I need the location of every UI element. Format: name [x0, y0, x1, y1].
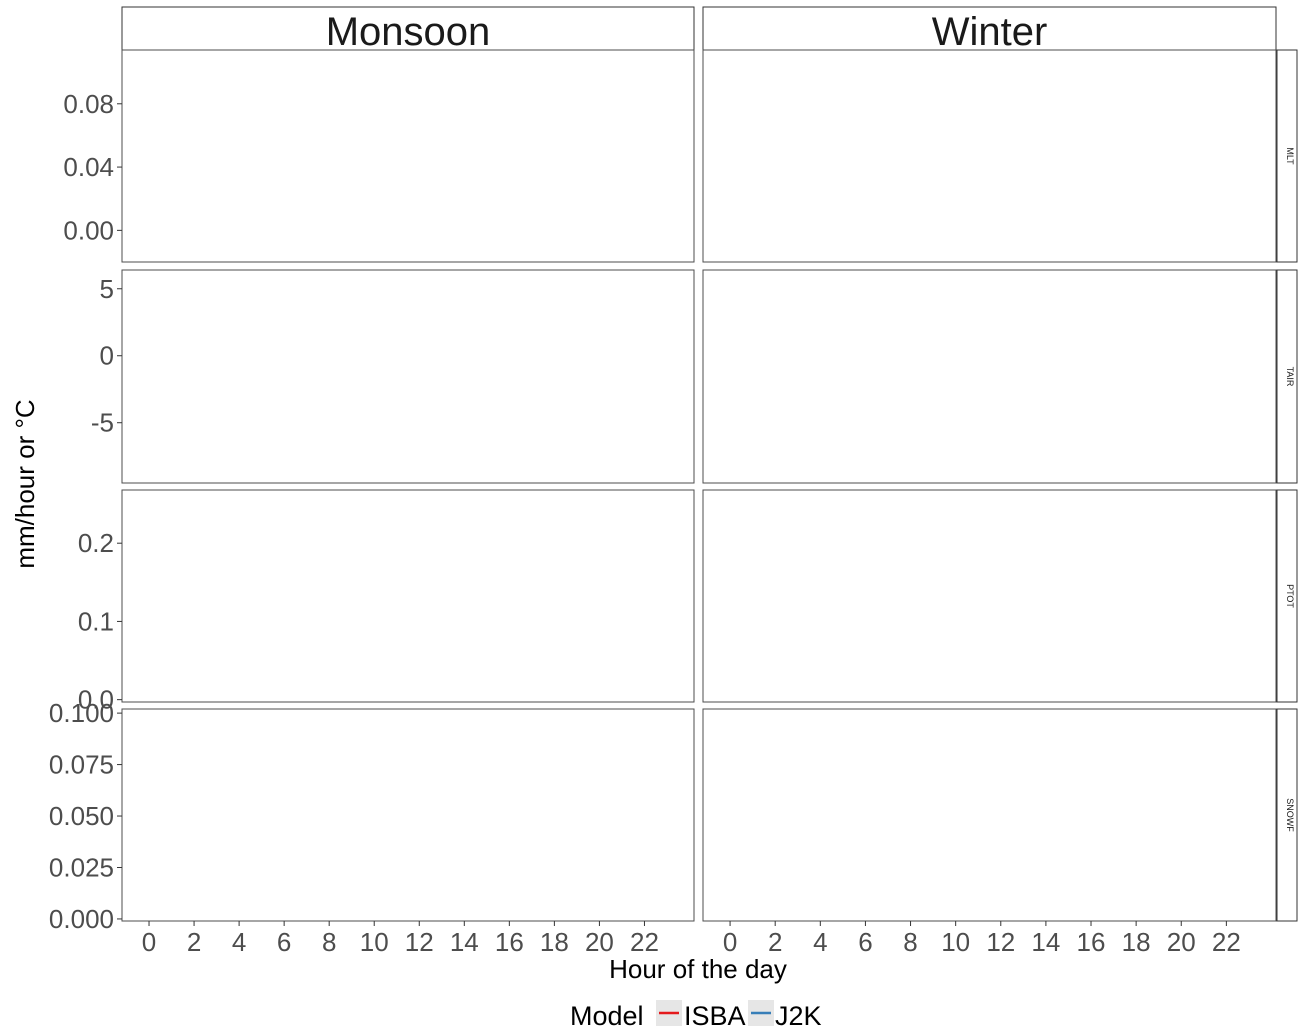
x-tick-label: 14 [1031, 927, 1060, 957]
x-axis-title: Hour of the day [609, 954, 787, 984]
x-tick-label: 20 [585, 927, 614, 957]
row-label-snowf: SNOWF [1285, 798, 1295, 832]
panel-snowf-winter: 0 2 4 6 8 10 12 14 16 18 20 22 [702, 708, 1277, 957]
panel-border [121, 489, 695, 703]
x-tick-label: 8 [322, 927, 336, 957]
chart-panels: 0.00 0.04 0.08 -5 0 5 0.0 0.1 0.2 0.000 0.025 0.050… [49, 49, 1277, 957]
row-label-ptot: PTOT [1285, 584, 1295, 608]
x-tick-label: 4 [813, 927, 827, 957]
panel-border [121, 708, 695, 922]
x-tick-label: 2 [187, 927, 201, 957]
y-tick-label: 0.04 [63, 152, 114, 182]
legend-label-isba: ISBA [684, 1001, 746, 1031]
x-tick-label: 2 [768, 927, 782, 957]
y-axis-title: mm/hour or °C [10, 399, 40, 568]
x-tick-label: 6 [858, 927, 872, 957]
x-tick-label: 18 [1122, 927, 1151, 957]
x-tick-label: 10 [941, 927, 970, 957]
strip-snowf [1276, 708, 1298, 922]
y-tick-label: 0.100 [49, 698, 114, 728]
panel-tair-winter [702, 269, 1277, 484]
y-tick-label: 0.000 [49, 904, 114, 934]
panel-mlt-monsoon: 0.00 0.04 0.08 [63, 49, 695, 263]
x-tick-label: 16 [1077, 927, 1106, 957]
facet-row-strips: MLT TAIR PTOT SNOWF [1276, 49, 1298, 922]
panel-border [121, 269, 695, 484]
x-tick-label: 18 [540, 927, 569, 957]
strip-mlt [1276, 49, 1298, 263]
y-tick-label: 0.08 [63, 89, 114, 119]
facet-title-winter: Winter [932, 10, 1048, 54]
row-label-tair: TAIR [1285, 367, 1295, 387]
strip-winter [702, 6, 1277, 51]
x-tick-label: 8 [903, 927, 917, 957]
legend-title: Model [570, 1001, 644, 1031]
x-tick-label: 6 [277, 927, 291, 957]
x-tick-label: 0 [723, 927, 737, 957]
y-tick-label: 0.2 [78, 528, 114, 558]
row-label-mlt: MLT [1285, 147, 1295, 165]
strip-tair [1276, 269, 1298, 484]
x-tick-label: 12 [986, 927, 1015, 957]
y-tick-label: 0 [100, 341, 114, 371]
panel-tair-monsoon: -5 0 5 [91, 269, 695, 484]
y-tick-label: 0.050 [49, 801, 114, 831]
panel-ptot-monsoon: 0.0 0.1 0.2 [78, 489, 695, 715]
legend: Model ISBA J2K [570, 1000, 822, 1031]
y-tick-label: 0.0 [78, 685, 114, 715]
y-tick-label: 5 [100, 274, 114, 304]
panel-mlt-winter [702, 49, 1277, 263]
x-tick-label: 22 [630, 927, 659, 957]
y-tick-label: 0.00 [63, 215, 114, 245]
panel-border [702, 269, 1277, 484]
x-tick-label: 16 [495, 927, 524, 957]
x-tick-label: 10 [360, 927, 389, 957]
panel-snowf-monsoon: 0.000 0.025 0.050 0.075 0.100 0 2 4 6 8 10 12 14 16 18… [49, 698, 695, 957]
panel-border [702, 49, 1277, 263]
x-tick-label: 4 [232, 927, 246, 957]
y-tick-label: 0.1 [78, 606, 114, 636]
x-tick-label: 0 [142, 927, 156, 957]
panel-border [121, 49, 695, 263]
y-tick-label: -5 [91, 408, 114, 438]
legend-label-j2k: J2K [775, 1001, 822, 1031]
strip-monsoon [121, 6, 695, 51]
x-tick-label: 22 [1212, 927, 1241, 957]
x-tick-label: 12 [405, 927, 434, 957]
strip-ptot [1276, 489, 1298, 703]
y-tick-label: 0.075 [49, 750, 114, 780]
x-tick-label: 14 [450, 927, 479, 957]
facet-title-monsoon: Monsoon [326, 10, 491, 54]
panel-ptot-winter [702, 489, 1277, 703]
y-tick-label: 0.025 [49, 852, 114, 882]
facet-title-strips: Monsoon Winter [121, 6, 1277, 54]
panel-border [702, 489, 1277, 703]
x-tick-label: 20 [1167, 927, 1196, 957]
panel-border [702, 708, 1277, 922]
